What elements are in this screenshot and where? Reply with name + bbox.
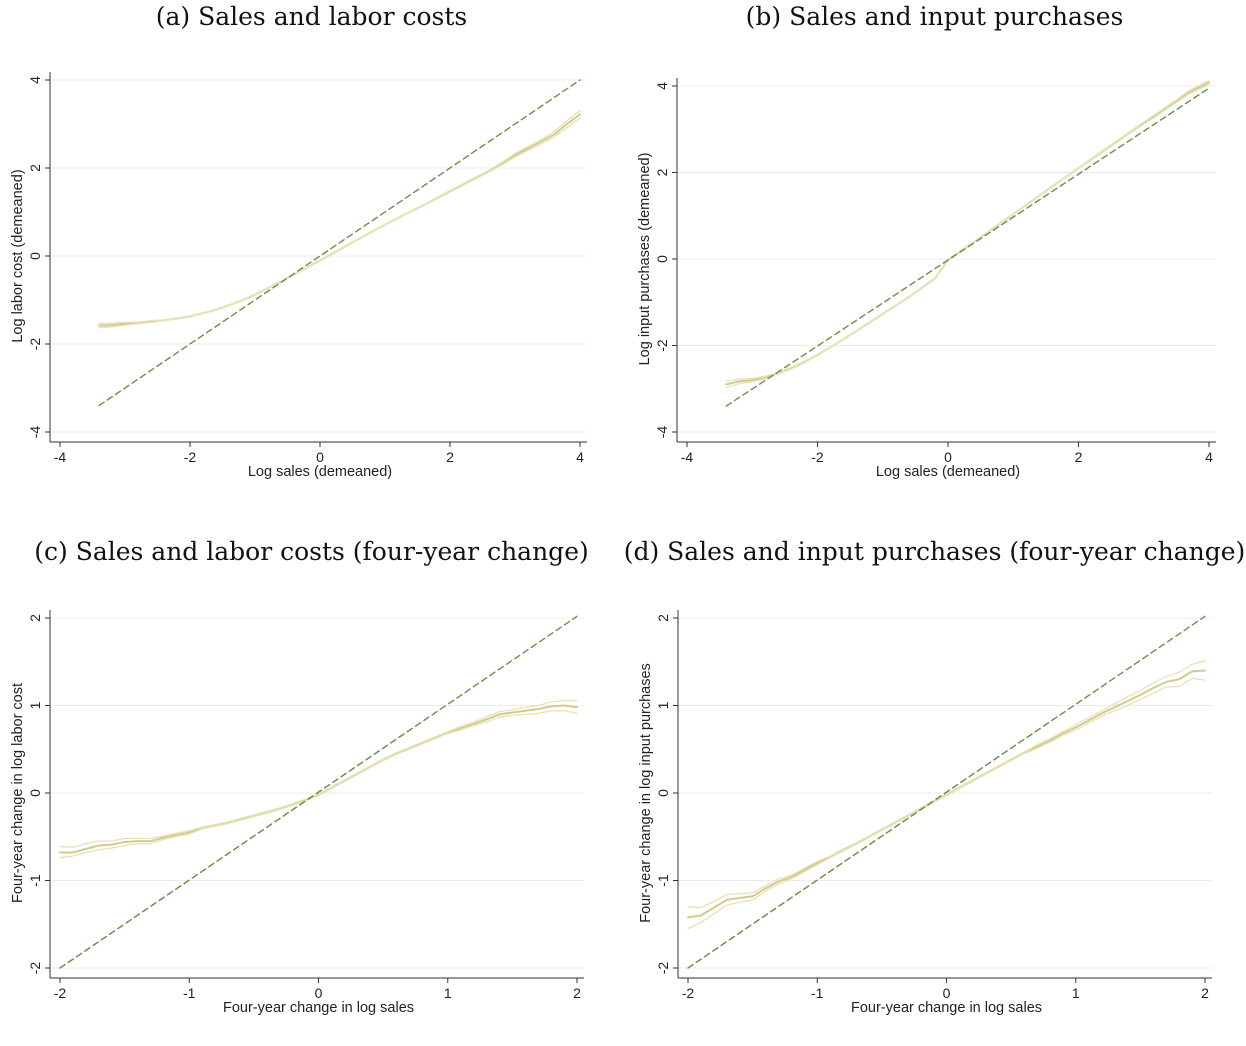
y-tick-label: -1 — [27, 874, 43, 887]
y-tick-label: -4 — [27, 426, 43, 439]
panel-title: (d) Sales and input purchases (four-year… — [623, 537, 1246, 566]
series-ci-lower — [59, 710, 578, 859]
y-tick-label: 1 — [655, 701, 671, 709]
y-tick-label: 2 — [654, 168, 670, 176]
panel-title: (c) Sales and labor costs (four-year cha… — [34, 537, 589, 566]
y-tick-label: 1 — [27, 701, 43, 709]
x-tick-label: 0 — [943, 985, 951, 1001]
x-tick-label: 2 — [573, 985, 581, 1001]
series-fit — [725, 81, 1210, 386]
x-axis-title: Four-year change in log sales — [851, 1000, 1042, 1016]
y-tick-label: -2 — [27, 338, 43, 351]
y-tick-label: 0 — [654, 255, 670, 263]
series-ci-upper — [98, 110, 581, 324]
x-tick-label: 0 — [944, 449, 952, 465]
series-ci-upper — [725, 79, 1210, 383]
y-axis-title: Log input purchases (demeaned) — [637, 153, 653, 366]
x-tick-label: -2 — [54, 985, 67, 1001]
x-tick-label: 4 — [576, 449, 584, 465]
y-tick-label: -4 — [654, 426, 670, 439]
y-tick-label: 2 — [27, 164, 43, 172]
x-axis-title: Log sales (demeaned) — [876, 464, 1020, 480]
y-tick-label: -1 — [655, 874, 671, 887]
x-tick-label: 0 — [315, 985, 323, 1001]
chart-plot: -4 -2 0 2 4 -4 -2 0 2 4 Log sales (demeaned) Log la… — [10, 72, 587, 480]
x-tick-label: -4 — [681, 449, 694, 465]
y-tick-label: -2 — [27, 962, 43, 975]
series-ci-lower — [98, 117, 581, 329]
y-tick-label: 4 — [27, 76, 43, 84]
y-axis-title: Log labor cost (demeaned) — [10, 169, 26, 342]
panel-title: (a) Sales and labor costs — [155, 2, 468, 31]
series-fit — [59, 704, 578, 854]
x-tick-label: 2 — [1201, 985, 1209, 1001]
y-tick-label: 2 — [655, 614, 671, 622]
series-45-degree — [725, 87, 1210, 407]
x-tick-label: -2 — [184, 449, 197, 465]
series-45-degree — [98, 79, 581, 407]
panel-b: (b) Sales and input purchases -4 -2 0 2 4 -4-… — [623, 0, 1246, 511]
y-tick-label: 0 — [27, 252, 43, 260]
y-tick-label: 0 — [655, 789, 671, 797]
panel-a: (a) Sales and labor costs -4 -2 0 2 4 -4 -2 0 2 4… — [0, 0, 623, 511]
series-45-degree — [59, 615, 578, 969]
panel-d: (d) Sales and input purchases (four-year… — [623, 535, 1246, 1046]
y-axis-title: Four-year change in log labor cost — [10, 683, 26, 903]
x-tick-label: -1 — [183, 985, 196, 1001]
chart-plot: -2 -1 0 1 2 -2 -1 0 1 2 Four-year change in log sa… — [10, 610, 584, 1016]
x-tick-label: -1 — [811, 985, 824, 1001]
x-tick-label: 4 — [1205, 449, 1213, 465]
series-ci-upper — [59, 699, 578, 848]
y-tick-label: 4 — [654, 82, 670, 90]
chart-plot: -2 -1 0 1 2 -2 -1 0 1 2 Four-year change in log sa… — [638, 610, 1212, 1016]
x-tick-label: -2 — [811, 449, 824, 465]
x-tick-label: -4 — [54, 449, 67, 465]
x-tick-label: 1 — [1072, 985, 1080, 1001]
x-tick-label: 1 — [444, 985, 452, 1001]
series-fit — [98, 113, 581, 327]
y-axis-title: Four-year change in log input purchases — [638, 663, 654, 923]
x-axis-title: Log sales (demeaned) — [248, 464, 392, 480]
series-ci-lower — [725, 84, 1210, 389]
panel-title: (b) Sales and input purchases — [745, 2, 1124, 31]
x-tick-label: 2 — [446, 449, 454, 465]
y-tick-label: -2 — [654, 339, 670, 352]
x-tick-label: -2 — [682, 985, 695, 1001]
panel-c: (c) Sales and labor costs (four-year cha… — [0, 535, 623, 1046]
y-tick-label: 2 — [27, 614, 43, 622]
y-tick-label: 0 — [27, 789, 43, 797]
x-tick-label: 0 — [316, 449, 324, 465]
x-axis-title: Four-year change in log sales — [223, 1000, 414, 1016]
series-45-degree — [687, 615, 1206, 969]
y-tick-label: -2 — [655, 962, 671, 975]
x-tick-label: 2 — [1075, 449, 1083, 465]
series-ci-lower — [687, 677, 1206, 930]
series-ci-upper — [687, 660, 1206, 909]
chart-plot: -4 -2 0 2 4 -4 -2 0 2 4 Log sales (demeaned) Log in… — [637, 78, 1216, 480]
series-fit — [687, 669, 1206, 919]
